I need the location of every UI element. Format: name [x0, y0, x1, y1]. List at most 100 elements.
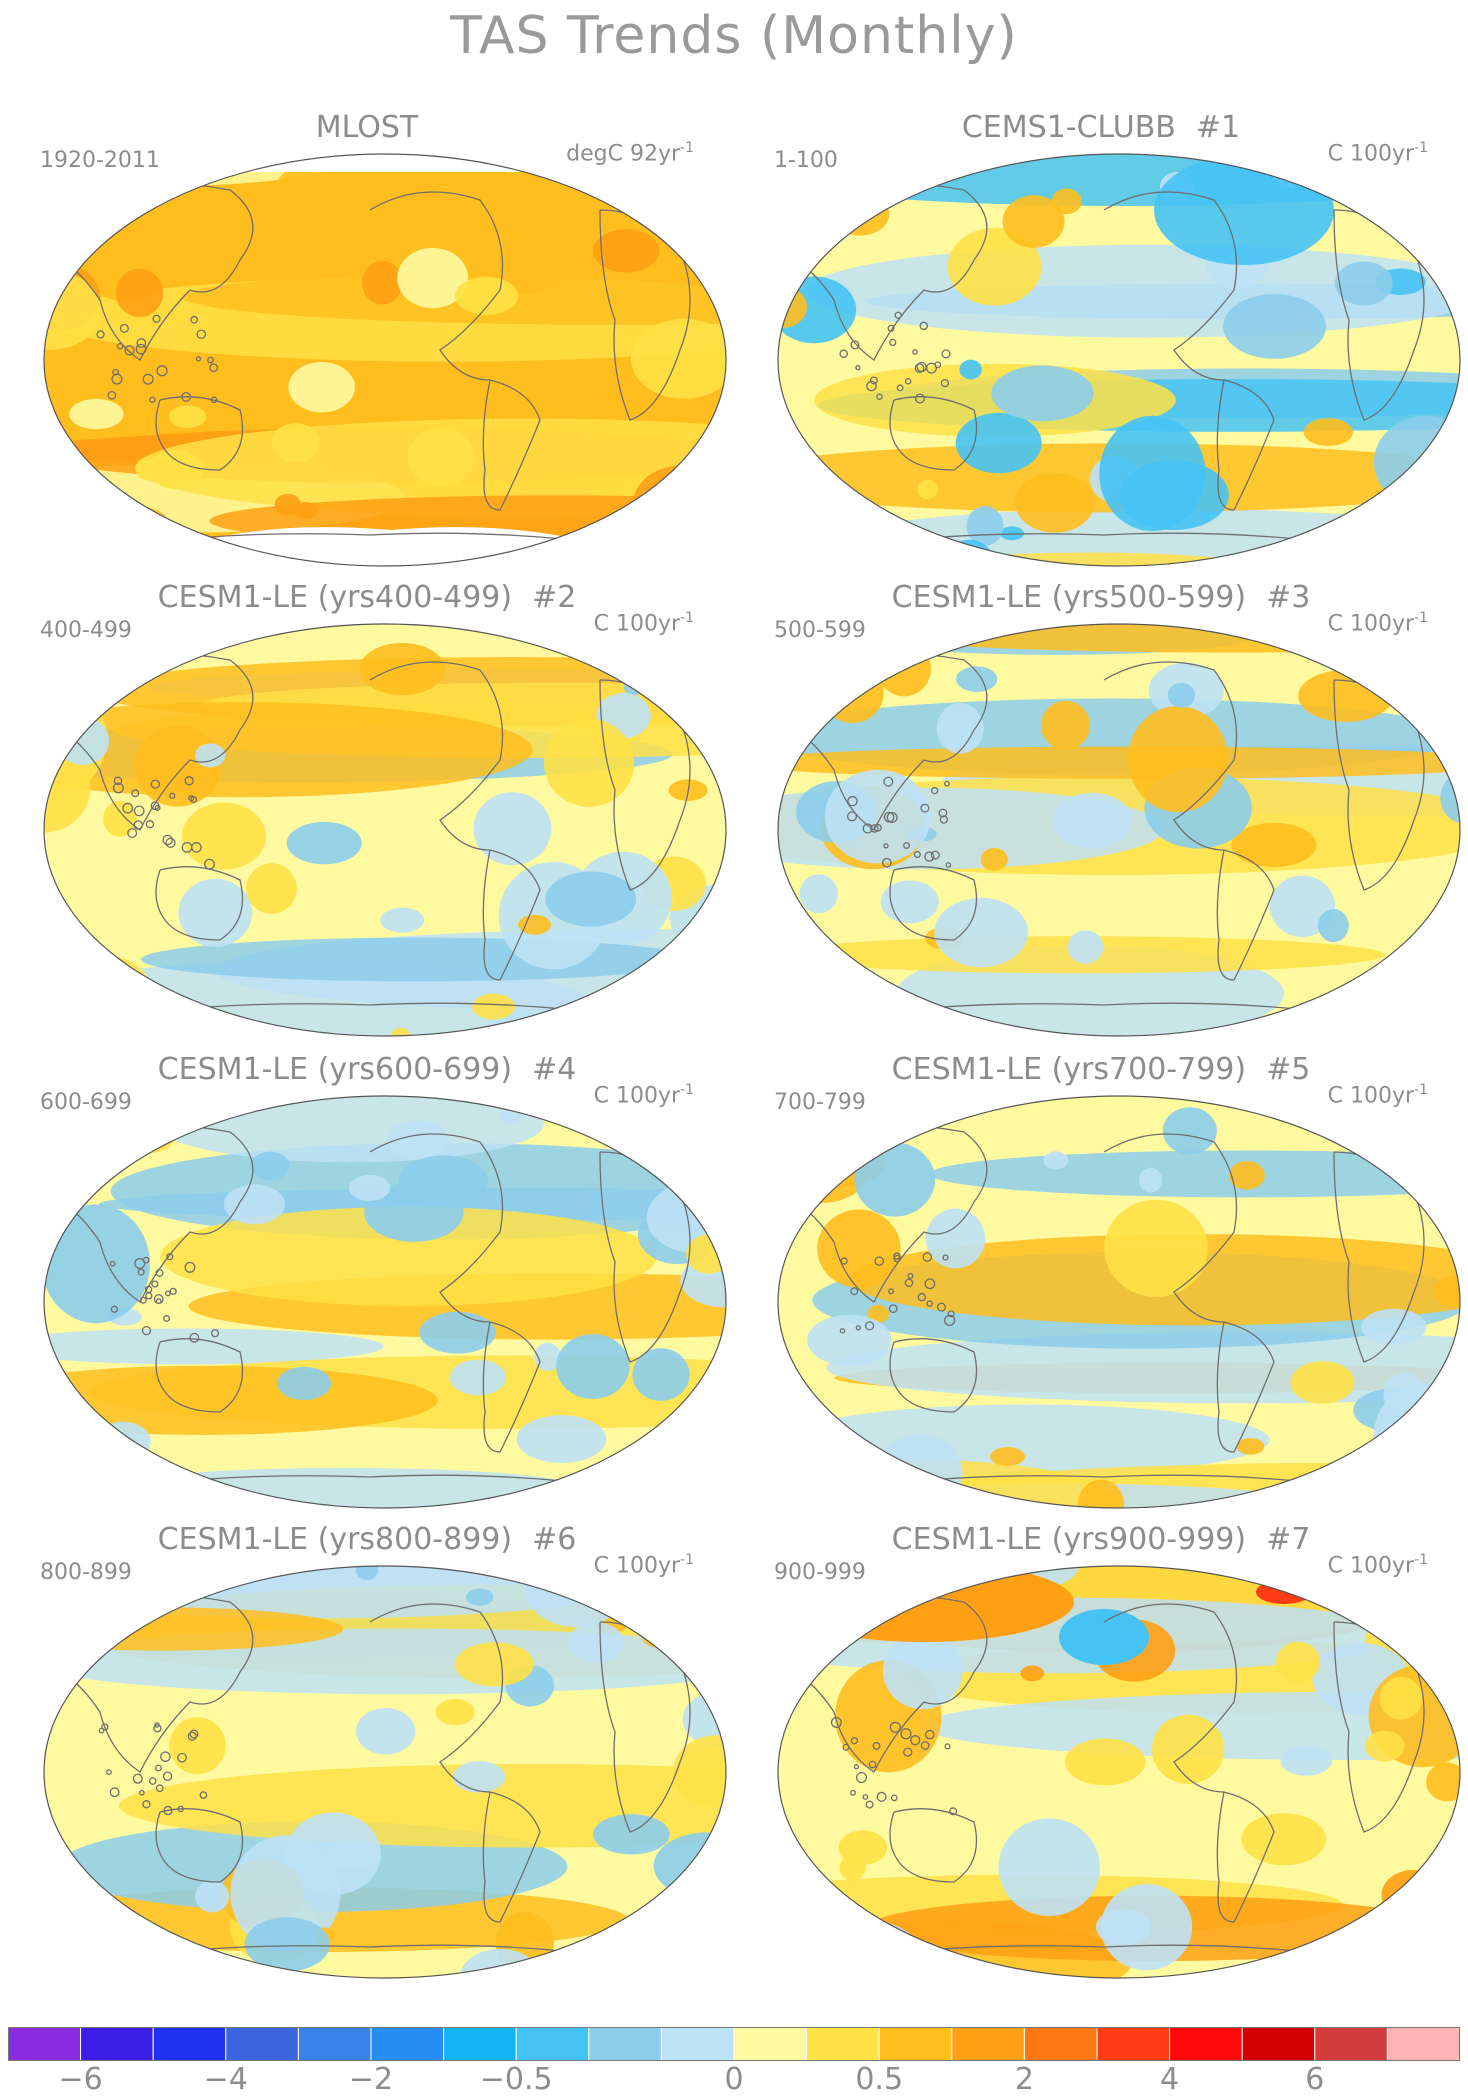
trend-region: [288, 361, 355, 413]
island-outline: [131, 789, 140, 798]
island-outline: [930, 787, 939, 795]
trend-region: [168, 405, 207, 428]
panel-title-text: CESM1-LE (yrs800-899): [157, 1522, 513, 1557]
island-outline: [847, 795, 858, 807]
panel-number: #4: [532, 1052, 577, 1087]
island-outline: [184, 776, 194, 786]
island-outline: [181, 391, 192, 402]
trend-region: [518, 914, 552, 935]
colorbar-swatch: [225, 2027, 299, 2061]
trend-region: [161, 547, 207, 566]
trend-region: [44, 1204, 150, 1324]
trend-region: [778, 173, 836, 243]
trend-region: [140, 1096, 161, 1105]
island-outline: [153, 1724, 162, 1733]
island-outline: [893, 1254, 902, 1263]
trend-region: [293, 501, 318, 520]
island-outline: [150, 779, 161, 789]
missing-data-region: [140, 527, 640, 566]
island-outline: [945, 862, 952, 868]
island-outline: [155, 1268, 164, 1277]
trend-region: [348, 1174, 391, 1202]
units-label: C 100yr-1: [593, 610, 694, 637]
island-outline: [855, 1325, 862, 1331]
trend-region: [454, 276, 519, 315]
trend-region: [516, 1415, 607, 1464]
trend-region: [1241, 1813, 1327, 1866]
world-map: [777, 623, 1461, 1037]
island-outline: [943, 780, 950, 787]
island-outline: [142, 373, 154, 385]
trend-region: [831, 192, 890, 236]
island-outline: [110, 1305, 118, 1313]
island-outline: [177, 1805, 184, 1813]
island-outline: [842, 1743, 850, 1751]
island-outline: [136, 338, 147, 348]
trend-region: [466, 1588, 494, 1606]
trend-region: [1052, 792, 1133, 849]
island-outline: [887, 324, 895, 332]
island-outline: [916, 361, 927, 373]
colorbar-swatch: [951, 2027, 1025, 2061]
colorbar-tick-label: −4: [203, 2062, 248, 2097]
colorbar-swatch: [1241, 2027, 1316, 2061]
panel-title: CESM1-LE (yrs900-999) #7: [734, 1522, 1468, 1557]
trend-region: [397, 247, 469, 309]
island-outline: [949, 1807, 958, 1816]
world-map: [777, 153, 1461, 567]
trend-region: [640, 1618, 672, 1648]
colorbar-swatch: [1023, 2027, 1098, 2061]
map-border: [43, 1565, 727, 1979]
trend-region: [534, 1342, 562, 1372]
colorbar-swatch: [806, 2027, 880, 2061]
island-outline: [938, 808, 948, 818]
trend-region: [355, 1708, 416, 1755]
trend-region: [635, 1449, 720, 1508]
island-outline: [169, 792, 176, 799]
island-outline: [148, 1777, 157, 1785]
island-outline: [160, 1751, 171, 1763]
units-label: C 100yr-1: [593, 1082, 694, 1109]
island-outline: [177, 1752, 187, 1763]
period-label: 700-799: [774, 1090, 866, 1115]
island-outline: [145, 1292, 153, 1300]
trend-region: [882, 1631, 963, 1710]
trend-region: [133, 725, 222, 807]
island-outline: [944, 1314, 956, 1326]
island-outline: [839, 349, 849, 358]
colorbar-swatch: [370, 2027, 445, 2061]
trend-region: [632, 465, 726, 545]
island-outline: [107, 390, 117, 400]
island-outline: [195, 356, 202, 362]
island-outline: [190, 796, 198, 804]
trend-region: [592, 229, 660, 273]
island-outline: [96, 330, 105, 339]
map-panel: CESM1-LE (yrs600-699) #4 600-699 C 100yr-1: [0, 1052, 734, 1522]
trend-region: [877, 641, 931, 697]
trend-region: [1318, 908, 1349, 943]
trend-region: [830, 1613, 856, 1627]
map-border: [777, 1565, 1461, 1979]
panel-number: #6: [532, 1522, 577, 1557]
trend-region: [1290, 1361, 1355, 1404]
trend-region: [1015, 472, 1095, 533]
island-outline: [98, 1727, 105, 1734]
panel-title-text: CESM1-LE (yrs900-999): [891, 1522, 1247, 1557]
units-label: C 100yr-1: [1327, 1552, 1428, 1579]
period-label: 1-100: [774, 148, 838, 173]
colorbar-swatch: [297, 2027, 372, 2061]
island-outline: [127, 827, 138, 839]
island-outline: [936, 1302, 946, 1312]
island-outline: [139, 1296, 147, 1304]
trend-region: [1095, 1908, 1152, 1946]
island-outline: [862, 823, 873, 834]
trend-region: [1280, 1746, 1333, 1776]
island-outline: [894, 311, 902, 319]
island-outline: [166, 1253, 174, 1261]
colorbar-tick-label: 0.5: [855, 2062, 904, 2097]
island-outline: [868, 1760, 877, 1769]
island-outline: [155, 1784, 164, 1793]
trend-region: [556, 1333, 630, 1400]
island-outline: [165, 837, 176, 849]
island-outline: [150, 801, 160, 811]
